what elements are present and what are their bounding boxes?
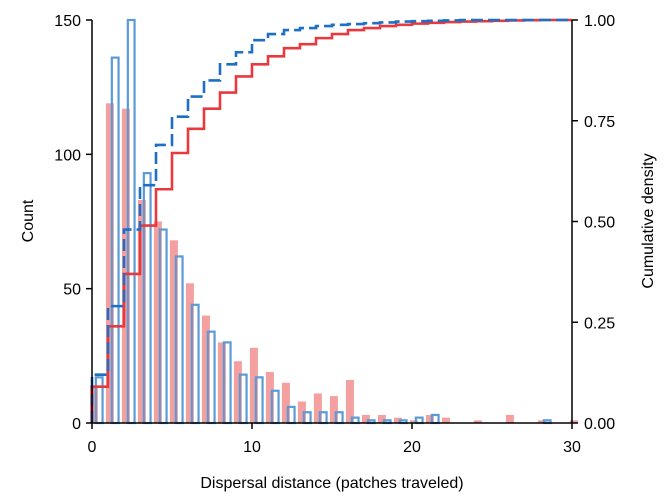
cumulative-line-solid (90, 18, 572, 423)
tick-marks: 0 10 20 30 0 50 100 150 0.00 0.25 0.50 0.75 1.00 (54, 13, 615, 456)
filled-bar (473, 420, 482, 423)
y-axis-right-title: Cumulative density (640, 153, 657, 288)
cumulative-lines (90, 18, 572, 423)
x-tick-label: 30 (563, 439, 581, 456)
filled-bar (409, 420, 418, 423)
y-tick-label: 50 (63, 282, 81, 299)
x-tick-label: 20 (403, 439, 421, 456)
x-tick-label: 0 (88, 439, 97, 456)
filled-bar (329, 396, 338, 423)
outline-bar (334, 411, 344, 425)
y-right-tick-label: 0.50 (584, 215, 615, 232)
y-tick-label: 100 (54, 147, 81, 164)
filled-bar (537, 420, 546, 423)
y-tick-label: 0 (72, 416, 81, 433)
outline-bar (318, 411, 328, 425)
y-right-tick-label: 1.00 (584, 13, 615, 30)
filled-bar (201, 315, 210, 423)
outline-bar (222, 341, 232, 425)
filled-bar (441, 417, 450, 423)
filled-bar (217, 342, 226, 423)
outline-bar (94, 376, 104, 425)
filled-bar (281, 382, 290, 423)
x-axis-title: Dispersal distance (patches traveled) (200, 475, 463, 492)
histogram-filled-bars (89, 103, 578, 423)
axes (91, 20, 573, 424)
filled-bar (345, 380, 354, 423)
cumulative-line-dashed (90, 18, 572, 423)
outline-bar (254, 376, 264, 425)
outline-bar (126, 18, 136, 425)
filled-bar (121, 108, 130, 423)
filled-bar (313, 393, 322, 423)
filled-bar (265, 371, 274, 423)
outline-bar (270, 389, 280, 425)
y-axis-title: Count (20, 199, 37, 242)
filled-bar (185, 283, 194, 423)
outline-bar (158, 228, 168, 425)
filled-bar (233, 361, 242, 423)
filled-bar (377, 414, 386, 423)
filled-bar (137, 200, 146, 423)
y-right-tick-label: 0.75 (584, 114, 615, 131)
outline-bar (190, 303, 200, 425)
outline-bar (142, 172, 152, 425)
filled-bar (569, 420, 578, 423)
outline-bar (174, 255, 184, 425)
filled-bar (89, 385, 98, 423)
outline-bar (414, 416, 424, 425)
outline-bar (110, 56, 120, 425)
x-tick-label: 10 (243, 439, 261, 456)
histogram-outline-bars (94, 18, 552, 425)
filled-bar (425, 414, 434, 423)
filled-bar (153, 221, 162, 423)
outline-bar (238, 373, 248, 425)
outline-bar (350, 416, 360, 425)
outline-bar (286, 405, 296, 425)
y-tick-label: 150 (54, 13, 81, 30)
filled-bar (505, 414, 514, 423)
filled-bar (393, 417, 402, 423)
filled-bar (169, 240, 178, 423)
filled-bar (361, 414, 370, 423)
outline-bar (206, 330, 216, 425)
outline-bar (302, 411, 312, 425)
y-right-tick-label: 0.00 (584, 416, 615, 433)
filled-bar (249, 347, 258, 423)
filled-bar (105, 103, 114, 423)
outline-bar (430, 413, 440, 425)
y-right-tick-label: 0.25 (584, 315, 615, 332)
filled-bar (297, 401, 306, 423)
